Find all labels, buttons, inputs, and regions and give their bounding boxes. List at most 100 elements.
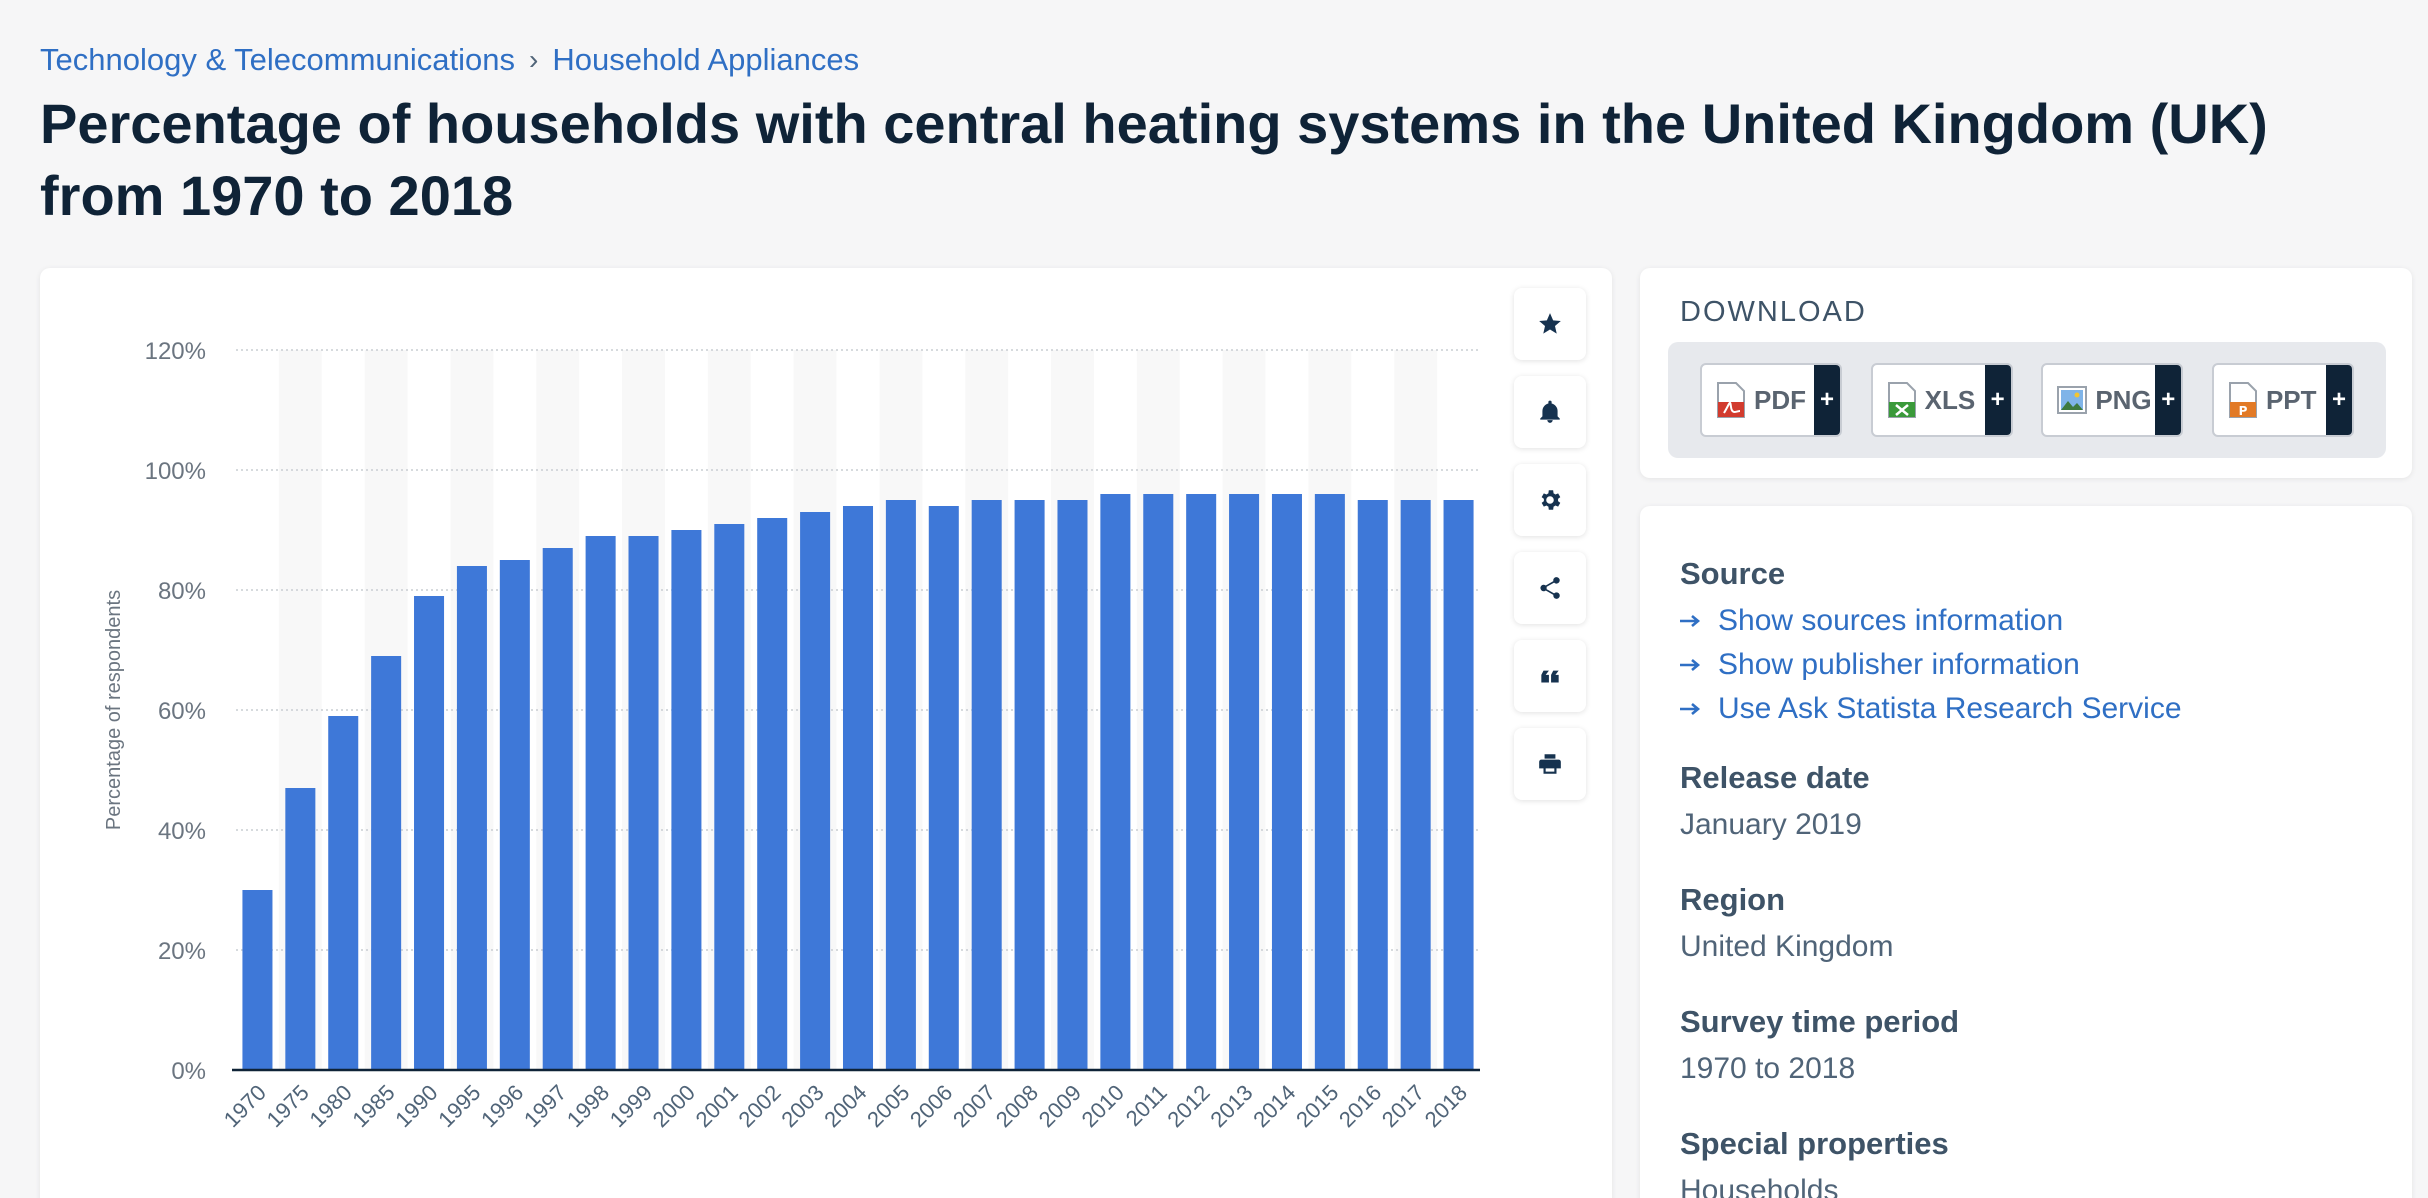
bar [757,518,788,1070]
breadcrumb-link-household-appliances[interactable]: Household Appliances [552,42,860,77]
x-tick-label: 2015 [1291,1080,1343,1132]
breadcrumb-link-technology[interactable]: Technology & Telecommunications [40,42,516,77]
special-properties-heading: Special properties [1680,1126,1949,1161]
bar [885,500,916,1070]
survey-period-heading: Survey time period [1680,1004,1960,1039]
bar [1400,500,1431,1070]
download-ppt-plus[interactable]: + [2325,365,2352,435]
quote-icon [1541,670,1559,683]
download-png-plus[interactable]: + [2155,365,2182,435]
show-sources-link[interactable]: Show sources information [1680,604,2372,638]
download-xls-button[interactable]: XLS + [1870,363,2013,437]
svg-text:P: P [2239,404,2248,418]
download-ppt-button[interactable]: P PPT + [2211,363,2354,437]
download-bar: PDF + XLS + PNG + [1668,342,2386,458]
bar [1314,494,1345,1070]
page-title: Percentage of households with central he… [40,92,2268,227]
release-date-heading: Release date [1680,760,1870,795]
x-tick-label: 1999 [605,1080,657,1132]
x-tick-label: 1985 [347,1080,399,1132]
x-tick-label: 1975 [262,1080,314,1132]
download-pdf-plus[interactable]: + [1814,365,1840,435]
region-value: United Kingdom [1680,930,1894,963]
y-axis-label: Percentage of respondents [103,590,125,830]
show-publisher-label: Show publisher information [1718,648,2080,681]
chart-toolbar [1514,288,1586,816]
bell-icon [1540,400,1560,423]
x-tick-label: 2006 [905,1080,957,1132]
x-tick-label: 2007 [948,1080,1000,1132]
y-tick-label: 20% [158,938,206,965]
y-tick-label: 120% [145,338,206,365]
bar [628,536,659,1070]
x-tick-label: 1980 [304,1080,356,1132]
bar [456,566,487,1070]
breadcrumb-separator: › [529,44,539,75]
share-icon [1540,577,1560,599]
x-tick-label: 1990 [390,1080,442,1132]
x-tick-label: 2017 [1377,1080,1429,1132]
x-tick-label: 2003 [776,1080,828,1132]
x-tick-label: 2002 [733,1080,785,1132]
favorite-button[interactable] [1514,288,1586,360]
bar [1271,494,1302,1070]
notification-button[interactable] [1514,376,1586,448]
ask-statista-link[interactable]: Use Ask Statista Research Service [1680,692,2372,726]
cite-button[interactable] [1514,640,1586,712]
x-tick-label: 2016 [1334,1080,1386,1132]
download-xls-plus[interactable]: + [1984,365,2011,435]
source-links: Show sources information Show publisher … [1680,604,2372,726]
pdf-file-icon [1717,382,1745,418]
download-png-button[interactable]: PNG + [2041,363,2184,437]
show-sources-label: Show sources information [1718,604,2064,637]
download-pdf-button[interactable]: PDF + [1700,363,1842,437]
bar [842,506,874,1070]
breadcrumb: Technology & Telecommunications › Househ… [40,42,859,78]
chart-card: 0% 20% 40% 60% 80% 100% 120% Percentage of resp… [40,268,1612,1198]
ppt-file-icon: P [2228,382,2257,418]
show-publisher-link[interactable]: Show publisher information [1680,648,2372,682]
x-tick-label: 2005 [862,1080,914,1132]
bar [1100,494,1131,1070]
settings-button[interactable] [1514,464,1586,536]
x-tick-label: 1997 [519,1080,571,1132]
bar [800,512,831,1070]
y-tick-label: 100% [145,458,206,485]
bar [499,560,530,1070]
arrow-right-icon [1680,703,1701,715]
ask-statista-label: Use Ask Statista Research Service [1718,692,2182,725]
download-ppt-label: PPT [2265,384,2317,415]
release-date-value: January 2019 [1680,808,1862,841]
share-button[interactable] [1514,552,1586,624]
x-tick-label: 1998 [562,1080,614,1132]
bar [1186,494,1217,1070]
png-file-icon [2057,386,2088,414]
x-tick-label: 2008 [991,1080,1043,1132]
y-tick-label: 0% [171,1058,206,1085]
x-tick-label: 1995 [433,1080,485,1132]
download-pdf-label: PDF [1754,384,1806,415]
info-card: Source Show sources information Show pub… [1640,506,2412,1198]
bar [585,536,616,1070]
x-tick-label: 2004 [819,1080,871,1132]
bar [714,524,745,1070]
bar [285,788,316,1070]
print-button[interactable] [1514,728,1586,800]
y-tick-label: 60% [158,698,206,725]
x-tick-label: 2013 [1205,1080,1257,1132]
print-icon [1539,754,1561,774]
source-heading: Source [1680,556,1786,591]
x-tick-label: 2001 [691,1080,743,1132]
bar [928,506,959,1070]
bar [1143,494,1174,1070]
bar [1229,494,1260,1070]
download-xls-label: XLS [1924,384,1976,415]
x-tick-label: 2000 [648,1080,700,1132]
y-tick-label: 40% [158,818,206,845]
bar [1057,500,1088,1070]
survey-period-value: 1970 to 2018 [1680,1052,1856,1085]
x-tick-label: 2010 [1077,1080,1129,1132]
bar [671,530,702,1070]
x-tick-label: 1970 [219,1080,271,1132]
x-tick-label: 2011 [1121,1080,1172,1131]
